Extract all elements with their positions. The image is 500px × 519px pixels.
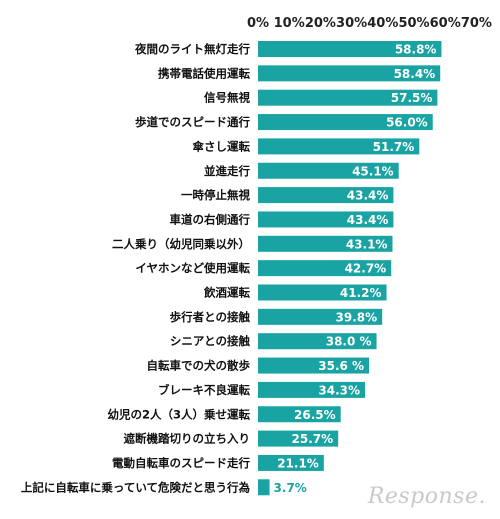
value-label: 57.5% — [391, 91, 433, 105]
category-label: 一時停止無視 — [181, 188, 250, 202]
value-label: 3.7% — [274, 481, 307, 495]
value-label: 21.1% — [277, 456, 319, 470]
category-label: イヤホンなど使用運転 — [135, 261, 250, 275]
category-label: シニアとの接触 — [170, 334, 251, 348]
bar — [258, 430, 339, 447]
value-label: 39.8% — [336, 310, 378, 324]
value-label: 56.0% — [386, 116, 428, 130]
category-label: 幼児の2人（3人）乗せ運転 — [107, 407, 250, 421]
bar — [258, 381, 366, 398]
value-label: 43.4% — [347, 189, 389, 203]
x-tick-label: 20% — [305, 16, 336, 31]
value-label: 34.3% — [318, 383, 360, 397]
value-label: 41.2% — [340, 286, 382, 300]
bar — [258, 454, 324, 471]
value-label: 38.0 % — [326, 335, 372, 349]
bar — [258, 308, 383, 325]
category-labels: 夜間のライト無灯走行携帯電話使用運転信号無視歩道でのスピード通行傘さし運転並進走… — [21, 42, 251, 494]
bar — [258, 65, 441, 82]
value-label: 43.4% — [347, 213, 389, 227]
category-label: 携帯電話使用運転 — [158, 66, 250, 80]
category-label: 上記に自転車に乗っていて危険だと思う行為 — [21, 480, 251, 494]
bar — [258, 211, 394, 228]
category-label: 二人乗り（幼児同乗以外） — [112, 237, 250, 251]
value-label: 35.6 % — [318, 359, 364, 373]
x-tick-label: 0% — [247, 16, 269, 31]
bars — [258, 41, 442, 496]
value-label: 58.4% — [394, 67, 436, 81]
x-tick-label: 30% — [336, 16, 367, 31]
bar — [258, 187, 394, 204]
category-label: 自転車での犬の散歩 — [147, 359, 251, 373]
category-label: 車道の右側通行 — [170, 212, 251, 226]
value-label: 43.1% — [346, 237, 388, 251]
bar — [258, 114, 433, 131]
category-label: 夜間のライト無灯走行 — [134, 42, 250, 56]
value-label: 25.7% — [292, 432, 334, 446]
category-label: 歩道でのスピード通行 — [135, 115, 250, 129]
bar — [258, 235, 393, 252]
category-label: 傘さし運転 — [193, 139, 251, 153]
value-label: 51.7% — [373, 140, 415, 154]
x-axis-ticks: 0% 10% 20% 30% 40% 50% 60% 70% — [247, 16, 492, 31]
category-label: 信号無視 — [204, 91, 250, 105]
value-label: 26.5% — [294, 408, 336, 422]
x-tick-label: 60% — [430, 16, 461, 31]
value-labels: 58.8% 58.4% 57.5% 56.0% 51.7% 45.1% 43.4% 43.4%… — [274, 43, 437, 495]
bar — [258, 357, 370, 374]
bar — [258, 260, 392, 277]
bar — [258, 41, 442, 57]
bar — [258, 333, 377, 350]
category-label: 歩行者との接触 — [170, 310, 251, 324]
bar — [258, 284, 387, 301]
value-label: 45.1% — [352, 164, 394, 178]
value-label: 58.8% — [395, 43, 437, 57]
category-label: 飲酒運転 — [203, 286, 250, 300]
watermark-logo: Response. — [367, 484, 486, 509]
x-tick-label: 10% — [274, 16, 305, 31]
x-tick-label: 40% — [367, 16, 398, 31]
bar — [258, 89, 438, 106]
category-label: 遮断機踏切りの立ち入り — [124, 432, 251, 446]
category-label: 電動自転車のスピード走行 — [112, 456, 250, 470]
category-label: ブレーキ不良運転 — [158, 383, 250, 397]
x-tick-label: 70% — [461, 16, 492, 31]
x-tick-label: 50% — [398, 16, 429, 31]
value-label: 42.7% — [345, 262, 387, 276]
bar — [258, 406, 341, 423]
bar — [258, 162, 399, 179]
bar — [258, 138, 420, 155]
category-label: 並進走行 — [204, 164, 250, 178]
bar — [258, 479, 270, 496]
